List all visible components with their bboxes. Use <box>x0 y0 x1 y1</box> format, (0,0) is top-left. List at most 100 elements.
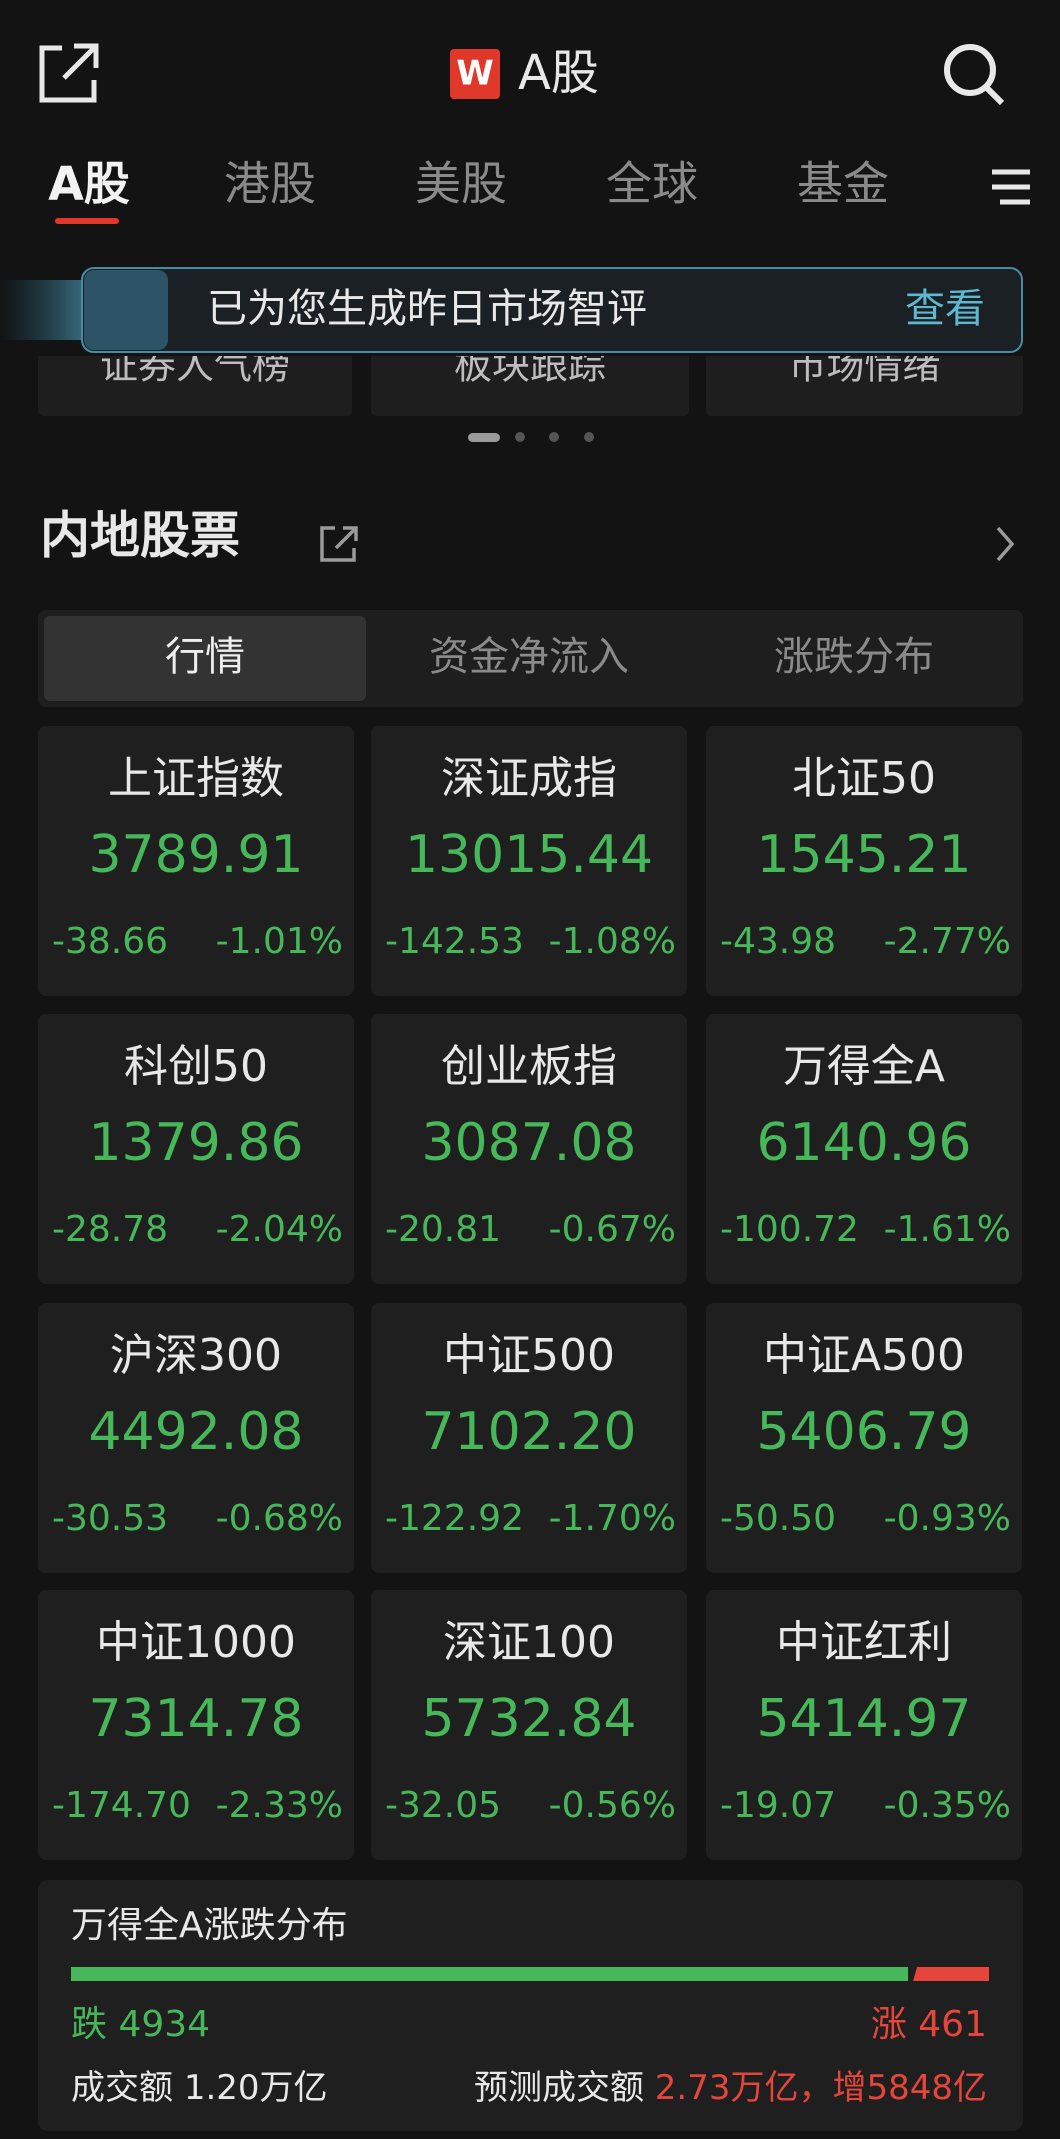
index-card[interactable]: 科创50 1379.86 -28.78 -2.04% <box>38 1014 354 1284</box>
tab-indicator <box>55 218 119 224</box>
index-value: 5732.84 <box>421 1689 636 1749</box>
index-card[interactable]: 北证50 1545.21 -43.98 -2.77% <box>706 726 1022 996</box>
index-value: 7102.20 <box>421 1402 636 1462</box>
shortcut-card[interactable] <box>706 340 1023 416</box>
index-card[interactable]: 中证500 7102.20 -122.92 -1.70% <box>371 1303 687 1573</box>
down-number: 4934 <box>118 2004 210 2045</box>
card-bg <box>38 1303 354 1573</box>
share-button[interactable] <box>39 43 99 103</box>
index-change: -19.07 <box>720 1785 836 1826</box>
search-button[interactable] <box>944 44 1005 106</box>
index-name: 北证50 <box>792 753 936 804</box>
index-value: 3087.08 <box>421 1113 636 1173</box>
tab[interactable]: 港股 <box>224 157 316 211</box>
forecast-value: 2.73万亿，增5848亿 <box>655 2068 987 2108</box>
index-card[interactable]: 中证1000 7314.78 -174.70 -2.33% <box>38 1590 354 1860</box>
index-change: -38.66 <box>52 921 168 962</box>
index-pct: -1.01% <box>216 921 343 962</box>
menu-button[interactable] <box>992 169 1030 205</box>
section-title: 内地股票 <box>40 507 240 565</box>
card-bg <box>38 1590 354 1860</box>
banner-icon <box>84 270 168 350</box>
index-pct: -2.77% <box>884 921 1011 962</box>
card-bg <box>706 726 1022 996</box>
index-change: -142.53 <box>385 921 524 962</box>
index-pct: -0.56% <box>549 1785 676 1826</box>
logo: W <box>456 54 494 94</box>
index-change: -20.81 <box>385 1209 501 1250</box>
section-chevron[interactable] <box>996 526 1015 562</box>
index-name: 上证指数 <box>108 753 284 804</box>
index-name: 中证A500 <box>763 1330 965 1381</box>
page-dot <box>549 432 559 442</box>
tab[interactable]: 美股 <box>415 157 507 211</box>
index-change: -100.72 <box>720 1209 859 1250</box>
forecast-label: 预测成交额 <box>474 2068 644 2108</box>
index-name: 中证1000 <box>96 1617 296 1668</box>
index-card[interactable]: 沪深300 4492.08 -30.53 -0.68% <box>38 1303 354 1573</box>
index-value: 1545.21 <box>756 825 971 885</box>
segment[interactable]: 行情 <box>165 634 245 680</box>
page-dot-active <box>468 433 500 442</box>
index-card[interactable]: 上证指数 3789.91 -38.66 -1.01% <box>38 726 354 996</box>
tab[interactable]: A股 <box>48 157 130 211</box>
shortcut-card[interactable] <box>38 340 352 416</box>
card-bg <box>38 1014 354 1284</box>
down-count: 跌 4934 <box>71 2004 210 2045</box>
banner[interactable] <box>81 267 1023 353</box>
index-name: 中证红利 <box>776 1617 952 1668</box>
page-dot <box>584 432 594 442</box>
index-change: -28.78 <box>52 1209 168 1250</box>
segment[interactable]: 资金净流入 <box>429 634 629 680</box>
index-value: 1379.86 <box>88 1113 303 1173</box>
index-value: 13015.44 <box>405 825 653 885</box>
down-label: 跌 <box>71 2004 107 2045</box>
index-card[interactable]: 创业板指 3087.08 -20.81 -0.67% <box>371 1014 687 1284</box>
index-name: 沪深300 <box>110 1330 282 1381</box>
index-change: -30.53 <box>52 1498 168 1539</box>
index-name: 万得全A <box>783 1041 945 1092</box>
index-pct: -2.04% <box>216 1209 343 1250</box>
card-bg <box>371 726 687 996</box>
turnover: 成交额 1.20万亿 <box>71 2068 328 2108</box>
turnover-value: 1.20万亿 <box>184 2068 328 2108</box>
index-pct: -0.68% <box>216 1498 343 1539</box>
index-card[interactable]: 中证A500 5406.79 -50.50 -0.93% <box>706 1303 1022 1573</box>
index-card[interactable]: 深证100 5732.84 -32.05 -0.56% <box>371 1590 687 1860</box>
section-share[interactable] <box>320 526 358 562</box>
card-bg <box>371 1590 687 1860</box>
down-bar <box>71 1967 909 1981</box>
index-pct: -0.93% <box>884 1498 1011 1539</box>
index-value: 5406.79 <box>756 1402 971 1462</box>
logo-box <box>450 49 500 99</box>
card-bg <box>38 726 354 996</box>
segment-selected <box>44 616 366 701</box>
card-bg <box>371 1014 687 1284</box>
index-card[interactable]: 中证红利 5414.97 -19.07 -0.35% <box>706 1590 1022 1860</box>
card-bg <box>706 1590 1022 1860</box>
shortcut-card[interactable] <box>371 340 689 416</box>
card-bg <box>371 1303 687 1573</box>
up-count: 涨 461 <box>871 2004 987 2045</box>
index-pct: -1.61% <box>884 1209 1011 1250</box>
index-change: -32.05 <box>385 1785 501 1826</box>
index-pct: -0.67% <box>549 1209 676 1250</box>
banner-text: 已为您生成昨日市场智评 <box>207 286 647 332</box>
breadth-title: 万得全A涨跌分布 <box>71 1905 348 1946</box>
index-card[interactable]: 万得全A 6140.96 -100.72 -1.61% <box>706 1014 1022 1284</box>
segment[interactable]: 涨跌分布 <box>774 634 934 680</box>
index-value: 4492.08 <box>88 1402 303 1462</box>
index-value: 5414.97 <box>756 1689 971 1749</box>
index-pct: -1.08% <box>549 921 676 962</box>
turnover-label: 成交额 <box>71 2068 173 2108</box>
up-bar <box>913 1967 989 1981</box>
index-name: 中证500 <box>443 1330 615 1381</box>
forecast: 预测成交额 2.73万亿，增5848亿 <box>474 2068 987 2108</box>
index-name: 深证成指 <box>441 753 617 804</box>
index-card[interactable]: 深证成指 13015.44 -142.53 -1.08% <box>371 726 687 996</box>
tab[interactable]: 全球 <box>606 157 698 211</box>
tab[interactable]: 基金 <box>797 157 889 211</box>
index-value: 6140.96 <box>756 1113 971 1173</box>
index-value: 7314.78 <box>88 1689 303 1749</box>
banner-action[interactable]: 查看 <box>905 286 985 332</box>
